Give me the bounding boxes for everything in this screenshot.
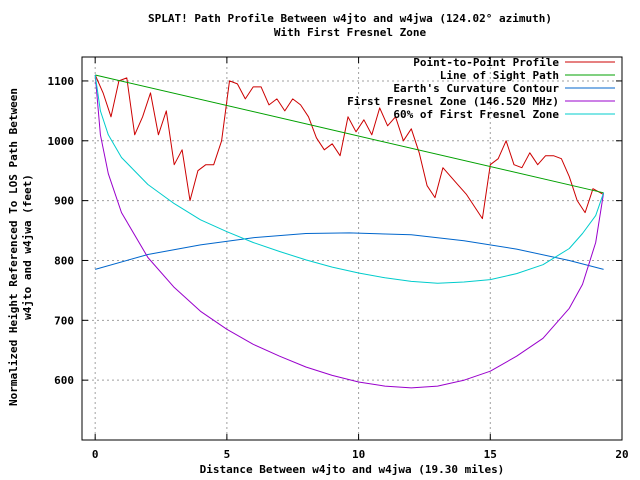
legend-entry-label: Point-to-Point Profile <box>413 56 559 69</box>
x-tick-label: 15 <box>484 448 497 461</box>
series-lines <box>94 74 605 389</box>
legend-entry-label: Earth's Curvature Contour <box>393 82 559 95</box>
chart-title: SPLAT! Path Profile Between w4jto and w4… <box>148 12 552 25</box>
series-line-2 <box>95 232 604 270</box>
series-line-3 <box>94 74 605 389</box>
chart-subtitle: With First Fresnel Zone <box>274 26 427 39</box>
x-tick-label: 0 <box>92 448 99 461</box>
legend-entry-label: First Fresnel Zone (146.520 MHz) <box>347 95 559 108</box>
y-axis-label-line1: Normalized Height Referenced To LOS Path… <box>7 88 20 406</box>
y-tick-label: 1100 <box>48 75 75 88</box>
x-tick-label: 20 <box>615 448 628 461</box>
legend-entry-label: Line of Sight Path <box>440 69 559 82</box>
y-tick-label: 700 <box>54 314 74 327</box>
series-line-1 <box>95 74 604 194</box>
y-tick-label: 800 <box>54 254 74 267</box>
plot-frame <box>81 56 623 441</box>
x-tick-label: 10 <box>352 448 365 461</box>
x-axis-label: Distance Between w4jto and w4jwa (19.30 … <box>200 463 505 476</box>
y-tick-label: 900 <box>54 195 74 208</box>
y-axis-label-line2: w4jto and w4jwa (feet) <box>21 174 34 320</box>
y-tick-label: 600 <box>54 374 74 387</box>
series-line-4 <box>94 74 605 284</box>
legend-entry-label: 60% of First Fresnel Zone <box>393 108 559 121</box>
x-tick-label: 5 <box>224 448 231 461</box>
series-line-0 <box>94 74 604 220</box>
axis-ticks: 0 5 10 15 20 600 700 800 900 1000 1100 <box>48 57 629 461</box>
y-tick-label: 1000 <box>48 135 75 148</box>
